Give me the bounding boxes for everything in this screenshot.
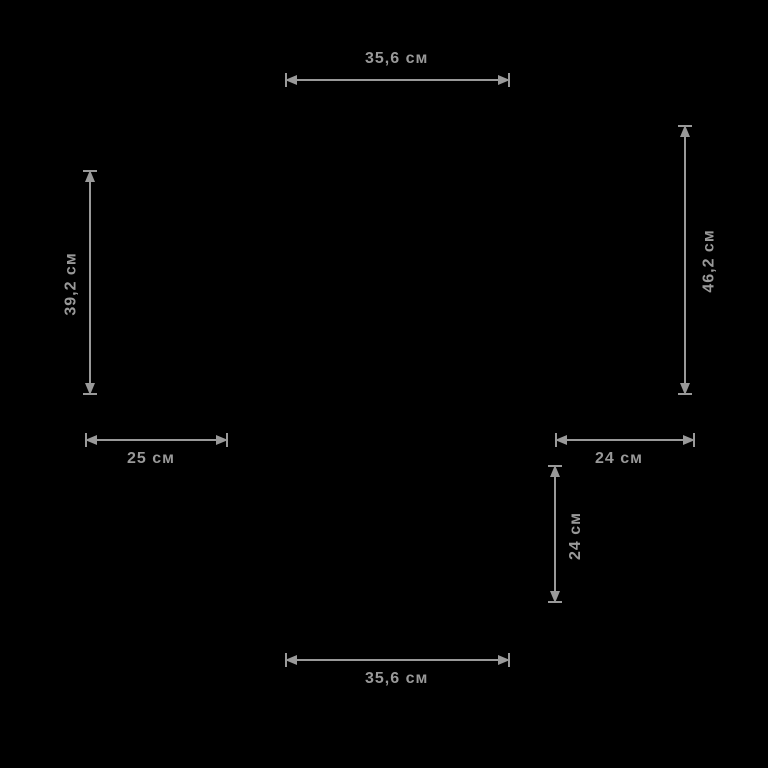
- dim-line: [684, 135, 686, 385]
- dim-bottom-right-label: 24 см: [595, 450, 643, 468]
- dim-cap: [678, 125, 692, 127]
- dim-top-label: 35,6 см: [365, 50, 428, 68]
- dim-cap: [548, 465, 562, 467]
- dim-cap: [83, 170, 97, 172]
- dim-cap: [285, 73, 287, 87]
- dim-bottom-left: [85, 438, 228, 442]
- dim-cap: [508, 653, 510, 667]
- dim-bottom-left-label: 25 см: [127, 450, 175, 468]
- dim-lower-right-v: [553, 465, 557, 603]
- dim-cap: [508, 73, 510, 87]
- dim-line: [89, 180, 91, 385]
- dim-left: [88, 170, 92, 395]
- dim-line: [295, 659, 500, 661]
- dim-left-label: 39,2 см: [63, 252, 81, 315]
- dim-right-label: 46,2 см: [701, 229, 719, 292]
- dim-line: [95, 439, 218, 441]
- dim-cap: [85, 433, 87, 447]
- dim-lower-right-v-label: 24 см: [567, 512, 585, 560]
- dim-line: [554, 475, 556, 593]
- dim-line: [565, 439, 685, 441]
- dim-cap: [83, 393, 97, 395]
- dim-cap: [678, 393, 692, 395]
- dim-cap: [555, 433, 557, 447]
- dim-cap: [285, 653, 287, 667]
- dim-bottom-right: [555, 438, 695, 442]
- dim-line: [295, 79, 500, 81]
- dim-cap: [226, 433, 228, 447]
- dim-cap: [548, 601, 562, 603]
- dim-top: [285, 78, 510, 82]
- dim-cap: [693, 433, 695, 447]
- dim-bottom-label: 35,6 см: [365, 670, 428, 688]
- dim-right: [683, 125, 687, 395]
- dim-bottom: [285, 658, 510, 662]
